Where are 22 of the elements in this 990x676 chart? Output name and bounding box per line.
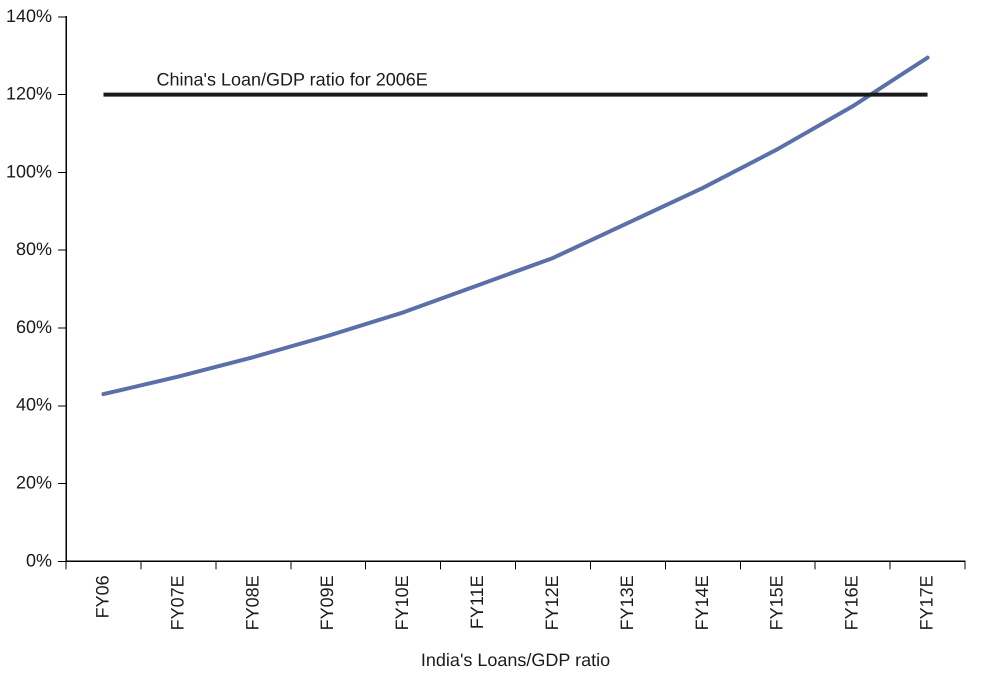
x-tick-label: FY08E: [242, 575, 262, 630]
y-tick-label: 140%: [6, 6, 52, 26]
x-tick-label: FY10E: [392, 575, 412, 630]
x-tick-label: FY13E: [616, 575, 637, 630]
y-tick-label: 40%: [16, 394, 52, 415]
ref-line-label: China's Loan/GDP ratio for 2006E: [156, 70, 428, 90]
y-tick-label: 100%: [6, 161, 52, 182]
y-tick-label: 0%: [26, 550, 52, 570]
x-tick-label: FY17E: [916, 575, 937, 630]
y-tick-label: 60%: [16, 316, 52, 337]
y-tick-label: 80%: [16, 239, 52, 260]
x-tick-label: FY09E: [317, 575, 338, 630]
x-tick-label: FY07E: [167, 575, 188, 630]
x-tick-label: FY12E: [542, 575, 562, 630]
x-tick-label: FY14E: [692, 575, 712, 630]
y-tick-label: 120%: [6, 84, 52, 104]
x-tick-label: FY06: [92, 575, 112, 618]
x-axis-title: India's Loans/GDP ratio: [420, 650, 610, 670]
x-tick-label: FY16E: [842, 575, 862, 630]
y-tick-label: 20%: [16, 472, 52, 493]
x-tick-label: FY15E: [766, 575, 787, 630]
x-tick-label: FY11E: [467, 575, 488, 630]
